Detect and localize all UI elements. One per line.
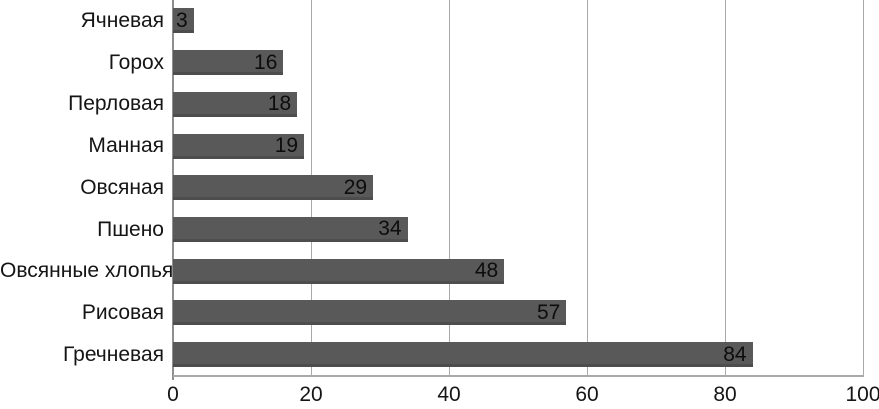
bar: 84 xyxy=(173,342,753,368)
gridline xyxy=(448,0,450,376)
bar: 16 xyxy=(173,50,284,76)
x-tick-label: 60 xyxy=(575,383,599,406)
category-label: Пшено xyxy=(97,217,164,241)
x-tick-label: 20 xyxy=(299,383,323,406)
bar-value-label: 48 xyxy=(474,259,499,283)
bar: 48 xyxy=(173,258,505,284)
category-label: Ячневая xyxy=(80,9,164,32)
category-label: Манная xyxy=(88,134,164,158)
x-tick-label: 0 xyxy=(167,383,179,406)
category-label: Перловая xyxy=(68,92,164,116)
category-label: Гречневая xyxy=(62,342,164,366)
bar-value-label: 84 xyxy=(723,342,747,366)
bar: 29 xyxy=(173,175,374,201)
category-label: Рисовая xyxy=(81,301,164,325)
gridline xyxy=(724,0,726,376)
category-label: Горох xyxy=(108,50,164,74)
bar-value-label: 29 xyxy=(343,175,368,199)
bar-value-label: 57 xyxy=(536,300,561,324)
category-label: Овсянные хлопья xyxy=(0,259,174,283)
bar: 57 xyxy=(173,300,567,326)
bar-value-label: 34 xyxy=(378,217,402,241)
x-tick-label: 100 xyxy=(845,383,879,406)
gridline xyxy=(586,0,588,376)
bar: 34 xyxy=(173,216,408,242)
category-label: Овсяная xyxy=(80,175,164,199)
gridline xyxy=(862,0,864,376)
bar: 18 xyxy=(173,91,298,117)
bar-value-label: 3 xyxy=(176,8,188,32)
x-axis-line xyxy=(173,374,864,377)
bar: 19 xyxy=(173,133,305,159)
bar-value-label: 18 xyxy=(267,92,292,116)
bar-value-label: 16 xyxy=(254,50,278,74)
bar-value-label: 19 xyxy=(274,134,299,158)
x-tick-label: 40 xyxy=(437,383,461,406)
x-tick-label: 80 xyxy=(713,383,737,406)
bar: 3 xyxy=(173,8,194,34)
